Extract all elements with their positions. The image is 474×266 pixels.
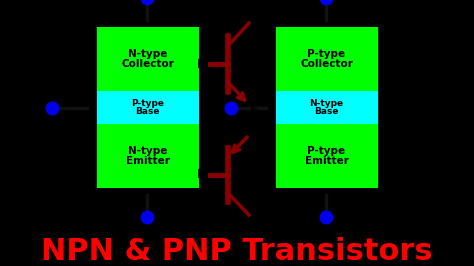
Text: Collector: Collector [121,59,174,69]
Bar [95,20,200,195]
Bar [274,27,379,92]
Text: N-type: N-type [128,146,167,156]
Bar [95,27,200,92]
Bar [87,98,95,118]
Bar [95,92,200,124]
Text: NPN & PNP Transistors: NPN & PNP Transistors [41,238,433,266]
Text: E: E [250,123,258,136]
Bar [95,20,200,27]
Text: C: C [250,214,259,227]
Bar [274,92,379,124]
Text: B: B [197,57,206,70]
Bar [266,98,274,118]
Text: P-type: P-type [308,49,346,59]
Text: N-type: N-type [310,99,344,108]
Text: P-type: P-type [131,99,164,108]
Text: E: E [250,103,258,117]
Bar [95,124,200,188]
Bar [274,124,379,188]
Text: Emitter: Emitter [305,156,348,166]
Text: Collector: Collector [300,59,353,69]
Text: B: B [197,168,206,181]
Text: Emitter: Emitter [126,156,169,166]
Bar [274,20,379,27]
Bar [274,188,379,195]
Text: Base: Base [314,107,339,116]
Text: N-type: N-type [128,49,167,59]
Bar [95,188,200,195]
Bar [274,20,379,195]
Text: P-type: P-type [308,146,346,156]
Text: Base: Base [135,107,160,116]
Text: C: C [250,11,259,24]
